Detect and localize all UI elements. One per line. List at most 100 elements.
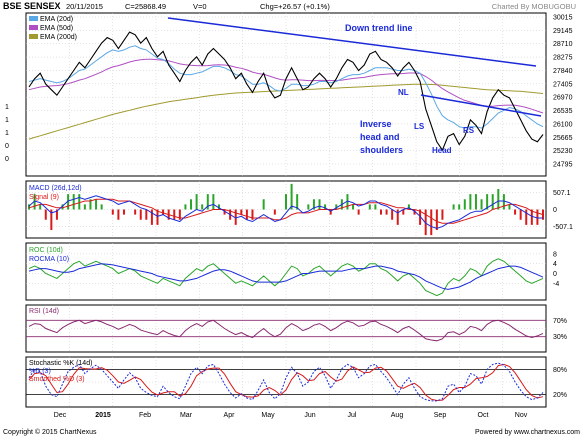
roc-line bbox=[28, 258, 544, 297]
stochastic-y-tick-label: 20% bbox=[553, 392, 567, 399]
x-tick-label: Jun bbox=[304, 412, 315, 419]
price-line bbox=[28, 31, 544, 152]
price-left-tick-label: 1 bbox=[5, 130, 9, 137]
ema20-line bbox=[28, 45, 544, 129]
neckline bbox=[420, 94, 542, 117]
price-y-tick-label: 26100 bbox=[553, 121, 573, 128]
x-tick-label: Feb bbox=[139, 412, 151, 419]
legend-ema50: EMA (50d) bbox=[40, 25, 73, 32]
price-panel: 30015 29145 28710 28275 27840 27405 26970 26535… bbox=[5, 12, 573, 177]
price-y-tick-label: 26535 bbox=[553, 108, 573, 115]
legend-ema20-swatch bbox=[29, 16, 38, 21]
header-close: C=25868.49 bbox=[125, 2, 166, 11]
stochastic-y-axis: 80% 20% bbox=[553, 367, 567, 399]
x-tick-label: Aug bbox=[391, 412, 404, 419]
rsi-y-axis: 70% 30% bbox=[553, 318, 567, 341]
legend-macd: MACD (26d,12d) bbox=[29, 185, 82, 192]
price-y-tick-label: 24795 bbox=[553, 162, 573, 169]
macd-histogram bbox=[28, 183, 544, 236]
macd-y-tick-label: 0 bbox=[553, 207, 557, 214]
header-symbol: BSE SENSEX bbox=[3, 1, 61, 11]
header-change: Chg=+26.57 (+0.1%) bbox=[260, 2, 330, 11]
legend-ema200-swatch bbox=[29, 34, 38, 39]
price-left-tick-label: 1 bbox=[5, 104, 9, 111]
price-y-tick-label: 29145 bbox=[553, 28, 573, 35]
roc-grid bbox=[26, 243, 546, 300]
x-tick-label: 2015 bbox=[95, 412, 111, 419]
roc-panel: 8 4 0 -4 ROC (10d) ROCMA (10) bbox=[25, 242, 559, 301]
legend-signal: Signal (9) bbox=[29, 194, 59, 201]
rsi-y-tick-label: 70% bbox=[553, 318, 567, 325]
ema200-line bbox=[28, 83, 544, 140]
roc-y-tick-label: 0 bbox=[553, 271, 557, 278]
roc-y-tick-label: 4 bbox=[553, 261, 557, 268]
price-left-axis: 1 1 1 0 0 bbox=[5, 104, 9, 163]
macd-grid bbox=[26, 181, 546, 238]
price-y-tick-label: 25665 bbox=[553, 135, 573, 142]
macd-line bbox=[28, 195, 543, 229]
macd-y-axis: 507.1 0 -507.1 bbox=[553, 190, 573, 231]
legend-rsi: RSI (14d) bbox=[29, 308, 59, 315]
annotation-ls: LS bbox=[414, 122, 425, 131]
price-y-tick-label: 30015 bbox=[553, 15, 573, 22]
rocma-line bbox=[28, 263, 544, 290]
price-y-tick-label: 28275 bbox=[553, 55, 573, 62]
down-trend-line bbox=[167, 17, 537, 67]
header-charted-by: Charted By MOBUGOBU bbox=[492, 2, 576, 11]
legend-stoch-k: Stochastic %K (14d) bbox=[29, 360, 92, 367]
annotation-head: Head bbox=[432, 146, 452, 155]
rsi-y-tick-label: 30% bbox=[553, 334, 567, 341]
price-y-tick-label: 26970 bbox=[553, 95, 573, 102]
legend-rocma: ROCMA (10) bbox=[29, 256, 69, 263]
price-left-tick-label: 0 bbox=[5, 143, 9, 150]
header-date: 20/11/2015 bbox=[66, 2, 103, 11]
price-left-tick-label: 1 bbox=[5, 117, 9, 124]
footer-copyright: Copyright © 2015 ChartNexus bbox=[3, 428, 97, 436]
stochastic-panel: 80% 20% Stochastic %K (14d) %D (3) Smooth… bbox=[25, 356, 567, 408]
footer-powered-by: Powered by www.chartnexus.com bbox=[475, 429, 580, 436]
annotation-nl: NL bbox=[398, 88, 409, 97]
macd-y-tick-label: -507.1 bbox=[553, 224, 573, 231]
price-y-axis: 30015 29145 28710 28275 27840 27405 26970 26535… bbox=[553, 15, 573, 169]
roc-y-tick-label: -4 bbox=[553, 281, 559, 288]
stochastic-d-line bbox=[28, 363, 544, 402]
rsi-line bbox=[28, 319, 544, 342]
legend-stoch-smoothed: Smoothed %D (3) bbox=[29, 376, 85, 383]
stochastic-levels bbox=[26, 369, 546, 395]
legend-ema50-swatch bbox=[29, 25, 38, 30]
annotation-shoulders: shoulders bbox=[360, 145, 403, 155]
price-y-tick-label: 28710 bbox=[553, 41, 573, 48]
rsi-panel: 70% 30% RSI (14d) bbox=[25, 304, 567, 353]
macd-panel: 507.1 0 -507.1 MACD (26d,12d) Signal (9) bbox=[25, 180, 573, 239]
price-y-tick-label: 25230 bbox=[553, 148, 573, 155]
rsi-levels bbox=[26, 319, 546, 338]
stochastic-k-line bbox=[28, 362, 544, 402]
roc-y-axis: 8 4 0 -4 bbox=[553, 251, 559, 287]
x-tick-label: Dec bbox=[54, 412, 67, 419]
stochastic-y-tick-label: 80% bbox=[553, 367, 567, 374]
x-tick-label: Nov bbox=[515, 412, 528, 419]
x-tick-label: Apr bbox=[224, 412, 236, 419]
macd-y-tick-label: 507.1 bbox=[553, 190, 571, 197]
header-volume: V=0 bbox=[193, 2, 207, 11]
annotation-rs: RS bbox=[463, 126, 475, 135]
legend-ema200: EMA (200d) bbox=[40, 34, 77, 41]
x-tick-label: Oct bbox=[478, 412, 489, 419]
rsi-grid bbox=[26, 305, 546, 352]
price-grid bbox=[26, 13, 546, 176]
annotation-inverse: Inverse bbox=[360, 119, 392, 129]
x-axis: Dec 2015 Feb Mar Apr May Jun Jul Aug Sep Oct Nov bbox=[54, 412, 528, 419]
x-tick-label: May bbox=[261, 412, 275, 419]
x-tick-label: Jul bbox=[348, 412, 357, 419]
legend-stoch-d: %D (3) bbox=[29, 368, 51, 375]
roc-y-tick-label: 8 bbox=[553, 251, 557, 258]
legend-roc: ROC (10d) bbox=[29, 247, 63, 254]
x-tick-label: Mar bbox=[180, 412, 193, 419]
legend-ema20: EMA (20d) bbox=[40, 16, 73, 23]
annotation-head-and: head and bbox=[360, 132, 400, 142]
price-y-tick-label: 27840 bbox=[553, 68, 573, 75]
macd-signal-line bbox=[28, 198, 544, 224]
price-y-tick-label: 27405 bbox=[553, 81, 573, 88]
